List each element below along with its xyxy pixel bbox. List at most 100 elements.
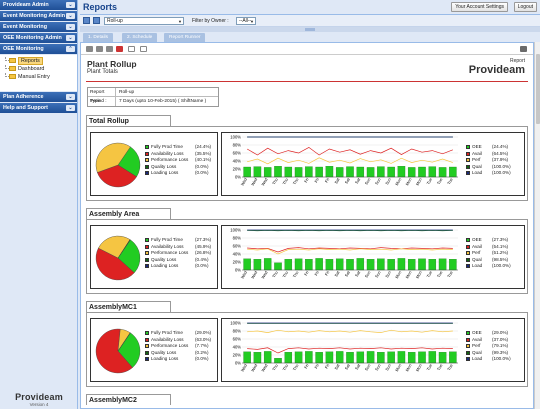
x-tick-label: Fri: [313, 270, 320, 277]
report-logo-caption: Report: [509, 58, 525, 64]
legend-item: Load (100.0%): [466, 356, 511, 363]
oee-bar: [438, 352, 447, 364]
sidebar-logo: Provideam Version 4: [0, 392, 78, 407]
owner-select-value: --All--: [239, 18, 252, 24]
print-icon[interactable]: [86, 46, 93, 52]
scrollbar-thumb[interactable]: [536, 54, 540, 124]
chevron-down-icon[interactable]: ⌄: [66, 94, 75, 100]
legend-item: Qual (99.3%): [466, 350, 511, 357]
help-icon[interactable]: [93, 17, 100, 24]
sidebar-header-provideam-admin[interactable]: Provideam Admin ⌄: [0, 0, 77, 10]
y-tick-label: 0%: [235, 361, 241, 366]
vertical-scrollbar[interactable]: [534, 42, 540, 409]
chevron-down-icon[interactable]: ⌄: [66, 24, 75, 30]
chevron-down-icon[interactable]: ⌄: [66, 35, 75, 41]
legend-label: Load: [472, 263, 483, 268]
owner-select[interactable]: --All-- ▼: [236, 17, 256, 25]
trend-chart-box: 100% 80% 60% 40% 20% 0% Wed Wed Wed Thu Thu Thu Fri F…: [221, 225, 525, 289]
x-tick-label: Sun: [374, 363, 382, 372]
legend-item: Quality Loss (0.4%): [145, 257, 211, 264]
sidebar-header-help-and-support[interactable]: Help and Support ⌄: [0, 103, 77, 113]
new-report-icon[interactable]: [83, 17, 90, 24]
tree-item-dashboard[interactable]: Dashboard: [0, 65, 77, 73]
oee-bar: [387, 259, 395, 271]
chevron-up-icon[interactable]: ⌃: [66, 46, 75, 52]
chevron-down-icon[interactable]: ⌄: [66, 2, 75, 8]
legend-swatch: [145, 251, 149, 256]
oee-bar: [253, 166, 262, 178]
sidebar-header-oee-monitoring-admin[interactable]: OEE Monitoring Admin ⌄: [0, 33, 77, 43]
trend-legend: OEE (27.3%) Avail (54.1%) Perf (51.2%) Qual (98…: [466, 237, 511, 270]
splitter-grip[interactable]: [305, 28, 315, 31]
section-box: Fully Prod Time (29.0%) Availability Loss (…: [86, 312, 528, 387]
back-arrow-icon[interactable]: [128, 46, 135, 52]
y-tick-label: 100%: [230, 228, 241, 233]
pdf-icon[interactable]: [116, 46, 123, 52]
sidebar-header-oee-monitoring[interactable]: OEE Monitoring ⌃: [0, 44, 77, 54]
pie-slice: [117, 239, 131, 259]
tree-item-reports[interactable]: Reports: [0, 57, 77, 65]
tab-report-runner[interactable]: Report Runner: [164, 33, 206, 42]
pie-chart-box: Fully Prod Time (24.4%) Availability Loss (…: [90, 132, 218, 196]
tab-details[interactable]: 1. Details: [83, 33, 113, 42]
legend-item: Performance Loss (26.8%): [145, 250, 211, 257]
x-tick-label: Fri: [303, 363, 310, 370]
email-icon[interactable]: [106, 46, 113, 52]
legend-value: (54.1%): [492, 243, 509, 249]
oee-bar: [243, 166, 251, 178]
oee-bar: [356, 351, 365, 364]
trend-chart-box: 100% 80% 60% 40% 20% 0% Wed Wed Wed Thu Thu Thu Fri F…: [221, 132, 525, 196]
legend-label: Fully Prod Time: [151, 144, 183, 149]
legend-item: Loading Loss (0.0%): [145, 263, 211, 270]
x-tick-label: Tue: [425, 269, 433, 278]
oee-bar: [387, 351, 395, 364]
oee-bar: [263, 351, 272, 364]
oee-bar: [418, 258, 426, 271]
account-settings-button[interactable]: Your Account Settings: [451, 2, 508, 12]
forward-arrow-icon[interactable]: [140, 46, 147, 52]
sidebar-header-label: Provideam Admin: [3, 2, 49, 8]
sidebar-header-plan-adherence[interactable]: Plan Adherence ⌄: [0, 92, 77, 102]
oee-bar: [438, 167, 447, 178]
x-tick-label: Thu: [271, 177, 279, 185]
legend-swatch: [466, 350, 470, 355]
chevron-down-icon[interactable]: ⌄: [66, 13, 75, 19]
x-tick-label: Thu: [292, 270, 300, 278]
oee-bar: [325, 351, 334, 364]
legend-swatch: [145, 337, 149, 342]
sidebar-header-event-monitoring[interactable]: Event Monitoring ⌄: [0, 22, 77, 32]
tree-item-label: Manual Entry: [18, 74, 50, 80]
splitter[interactable]: [80, 27, 540, 32]
save-icon[interactable]: [96, 46, 103, 52]
legend-swatch: [466, 158, 470, 163]
legend-value: (100.0%): [492, 163, 511, 169]
perf-series-line: [247, 157, 453, 165]
pie-slice: [98, 235, 131, 259]
report-params: Report Type : Roll-up Period :7 Days (upt…: [87, 87, 219, 107]
sidebar: Provideam Admin ⌄ Event Monitoring Admin ⌄…: [0, 0, 78, 409]
y-tick-label: 100%: [230, 135, 241, 140]
x-tick-label: Wed: [250, 270, 258, 280]
report-select[interactable]: Roll-up ▼: [104, 17, 184, 25]
legend-item: Availability Loss (35.5%): [145, 151, 211, 158]
oee-bar: [325, 259, 334, 271]
legend-label: Perf: [472, 343, 481, 348]
tab-schedule[interactable]: 2. Schedule: [122, 33, 158, 42]
legend-label: OEE: [472, 237, 482, 242]
sidebar-header-event-monitoring-admin[interactable]: Event Monitoring Admin ⌄: [0, 11, 77, 21]
chevron-down-icon[interactable]: ⌄: [66, 105, 75, 111]
legend-item: Perf (79.1%): [466, 343, 511, 350]
pie-legend: Fully Prod Time (29.0%) Availability Loss (…: [145, 330, 211, 363]
section-title: AssemblyMC2: [86, 394, 171, 405]
oee-bar: [253, 259, 262, 271]
export-icon[interactable]: [520, 46, 527, 52]
legend-item: Quality Loss (0.2%): [145, 350, 211, 357]
x-tick-label: Sun: [364, 270, 372, 279]
oee-bar: [335, 351, 344, 364]
legend-label: Quality Loss: [151, 163, 177, 169]
logout-button[interactable]: Logout: [513, 2, 537, 12]
oee-bar: [346, 352, 354, 364]
legend-label: Load: [472, 356, 483, 361]
trend-chart: 100%80%60%40%20%0%Wed Wed Wed Thu Thu Thu Fri F…: [230, 321, 458, 373]
tree-item-manual-entry[interactable]: Manual Entry: [0, 73, 77, 81]
